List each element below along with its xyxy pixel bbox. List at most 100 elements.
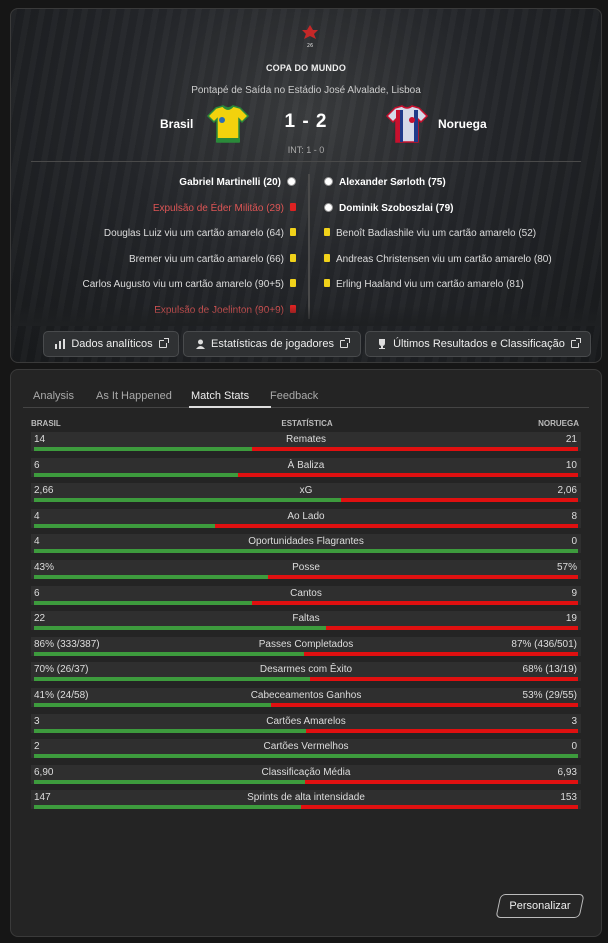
yellow-card-icon	[290, 254, 296, 263]
stat-home-bar	[34, 523, 216, 528]
tab-analysis[interactable]: Analysis	[33, 390, 74, 402]
stat-away-value: 10	[565, 459, 577, 471]
stat-home-bar	[34, 447, 252, 451]
results-button[interactable]: Últimos Resultados e Classificação	[365, 331, 591, 357]
stats-header-label: ESTATÍSTICA	[281, 419, 333, 428]
yellow-card-icon	[324, 254, 330, 263]
stat-comparison-bar	[34, 754, 578, 759]
event-text: Gabriel Martinelli (20)	[179, 177, 281, 188]
stat-away-value: 19	[565, 613, 577, 625]
stat-row: Remates 14 21	[31, 432, 581, 451]
stat-row: Classificação Média 6,90 6,93	[31, 764, 581, 784]
trophy-icon	[379, 339, 386, 349]
stat-label: Oportunidades Flagrantes	[248, 536, 364, 548]
away-event-item: Benoît Badiashile viu um cartão amarelo …	[324, 228, 536, 239]
event-text: Andreas Christensen viu um cartão amarel…	[336, 254, 552, 265]
stat-comparison-bar	[34, 575, 578, 579]
bar-chart-icon	[55, 339, 66, 349]
customize-button[interactable]: Personalizar	[495, 894, 585, 918]
stat-away-value: 57%	[556, 562, 577, 573]
tab-feedback[interactable]: Feedback	[270, 390, 319, 402]
player-stats-button-label: Estatísticas de jogadores	[211, 338, 334, 350]
stat-home-value: 6,90	[34, 766, 54, 778]
events-fade	[11, 306, 601, 326]
external-link-icon	[158, 338, 169, 348]
stat-away-value: 153	[560, 792, 577, 804]
stat-home-value: 41% (24/58)	[34, 690, 89, 701]
stat-home-value: 14	[34, 434, 46, 445]
stat-home-bar	[34, 472, 238, 477]
football-icon	[324, 176, 333, 186]
stat-away-value: 53% (29/55)	[522, 690, 577, 701]
venue-text: Pontapé de Saída no Estádio José Alvalad…	[191, 85, 421, 96]
stat-away-value: 87% (436/501)	[511, 638, 577, 650]
stat-label: xG	[299, 485, 313, 497]
player-stats-button[interactable]: Estatísticas de jogadores	[183, 331, 361, 357]
stat-home-bar	[34, 549, 578, 554]
stat-comparison-bar	[34, 447, 578, 451]
stat-home-value: 2	[34, 741, 40, 753]
stat-home-bar	[34, 498, 341, 503]
match-score: 1 - 2	[284, 111, 328, 132]
stat-home-bar	[34, 575, 268, 579]
red-card-icon	[290, 203, 296, 212]
stat-comparison-bar	[34, 703, 578, 707]
stat-home-bar	[34, 677, 310, 682]
stat-comparison-bar	[34, 600, 578, 605]
stat-home-value: 2,66	[34, 485, 54, 497]
stat-row: Cartões Amarelos 3 3	[31, 713, 581, 733]
stat-label: Cartões Vermelhos	[263, 741, 349, 753]
stat-home-value: 4	[34, 510, 40, 522]
active-tab-indicator	[189, 406, 271, 408]
stat-away-value: 8	[571, 510, 577, 522]
external-link-icon	[339, 338, 350, 348]
stat-row: Passes Completados 86% (333/387) 87% (436/…	[31, 636, 581, 656]
stat-comparison-bar	[34, 677, 578, 682]
home-team-name[interactable]: Brasil	[160, 117, 194, 131]
stat-away-value: 9	[571, 587, 577, 599]
stat-row: xG 2,66 2,06	[31, 483, 581, 503]
stat-row: Cartões Vermelhos 2 0	[31, 739, 581, 759]
stat-home-value: 6	[34, 587, 40, 599]
stat-row: Faltas 22 19	[31, 611, 581, 631]
stat-comparison-bar	[34, 498, 578, 503]
event-text: Douglas Luiz viu um cartão amarelo (64)	[103, 228, 284, 239]
svg-text:26: 26	[307, 43, 313, 48]
stat-row: À Baliza 6 10	[31, 457, 581, 477]
stat-away-value: 2,06	[557, 485, 577, 497]
away-team-name[interactable]: Noruega	[438, 117, 487, 131]
stat-away-value: 21	[565, 434, 577, 445]
home-event-item: Carlos Augusto viu um cartão amarelo (90…	[83, 279, 296, 290]
stat-label: Sprints de alta intensidade	[247, 792, 365, 804]
competition-logo-icon: 26	[302, 25, 318, 48]
events-divider	[308, 174, 310, 319]
stat-comparison-bar	[34, 626, 578, 631]
results-button-label: Últimos Resultados e Classificação	[393, 338, 565, 350]
stat-label: Ao Lado	[287, 510, 325, 522]
away-shirt-icon	[385, 105, 429, 143]
stat-away-value: 0	[571, 741, 577, 753]
tab-match-stats[interactable]: Match Stats	[191, 390, 250, 402]
event-text: Expulsão de Éder Militão (29)	[152, 203, 284, 214]
stat-row: Cantos 6 9	[31, 585, 581, 605]
stat-home-value: 6	[34, 459, 40, 471]
home-event-item: Gabriel Martinelli (20)	[179, 176, 296, 188]
stat-row: Oportunidades Flagrantes 4 0	[31, 534, 581, 554]
tab-as-it-happened[interactable]: As It Happened	[96, 390, 172, 402]
stat-label: Remates	[285, 434, 326, 445]
stat-label: Cartões Amarelos	[266, 715, 346, 727]
event-text: Alexander Sørloth (75)	[339, 177, 446, 188]
home-event-item: Douglas Luiz viu um cartão amarelo (64)	[104, 228, 296, 239]
home-shirt-icon	[206, 105, 250, 143]
customize-button-label: Personalizar	[509, 900, 571, 912]
stadium-background	[11, 9, 601, 362]
person-icon	[196, 339, 206, 349]
stat-label: Passes Completados	[258, 638, 354, 650]
yellow-card-icon	[324, 279, 330, 288]
analytics-button[interactable]: Dados analíticos	[43, 331, 179, 357]
stat-home-value: 86% (333/387)	[34, 638, 100, 650]
stat-label: Desarmes com Êxito	[259, 664, 353, 676]
stat-home-bar	[34, 779, 306, 784]
stat-home-bar	[34, 600, 252, 605]
football-icon	[287, 176, 296, 186]
